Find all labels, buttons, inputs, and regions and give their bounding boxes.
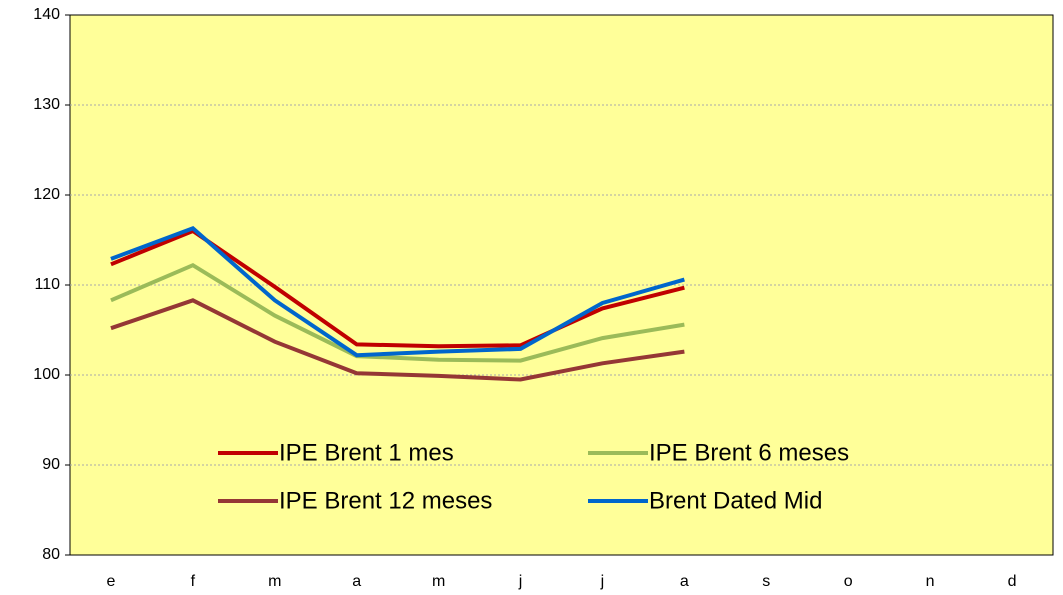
x-tick-label: f [191, 573, 196, 590]
x-tick-label: s [762, 573, 770, 590]
y-tick-label: 130 [33, 96, 60, 113]
x-tick-label: n [926, 573, 935, 590]
y-tick-label: 80 [42, 546, 60, 563]
series-line [110, 262, 685, 363]
y-tick-label: 110 [34, 276, 60, 293]
series-line [110, 226, 685, 358]
x-tick-label: j [518, 573, 523, 590]
x-tick-label: e [107, 573, 116, 590]
legend-label: IPE Brent 6 meses [649, 439, 849, 466]
x-tick-label: a [680, 573, 689, 590]
x-tick-label: d [1008, 573, 1017, 590]
y-tick-label: 140 [33, 6, 60, 23]
series-line [110, 298, 685, 382]
y-tick-label: 120 [33, 186, 60, 203]
x-tick-label: j [600, 573, 605, 590]
legend-label: Brent Dated Mid [649, 487, 822, 514]
legend-label: IPE Brent 1 mes [279, 439, 454, 466]
x-tick-label: a [352, 573, 361, 590]
x-tick-label: o [844, 573, 853, 590]
plot-area [69, 14, 1054, 556]
legend-label: IPE Brent 12 meses [279, 487, 492, 514]
y-tick-label: 100 [33, 366, 60, 383]
x-tick-label: m [268, 573, 281, 590]
y-tick-label: 90 [42, 456, 60, 473]
x-tick-label: m [432, 573, 445, 590]
